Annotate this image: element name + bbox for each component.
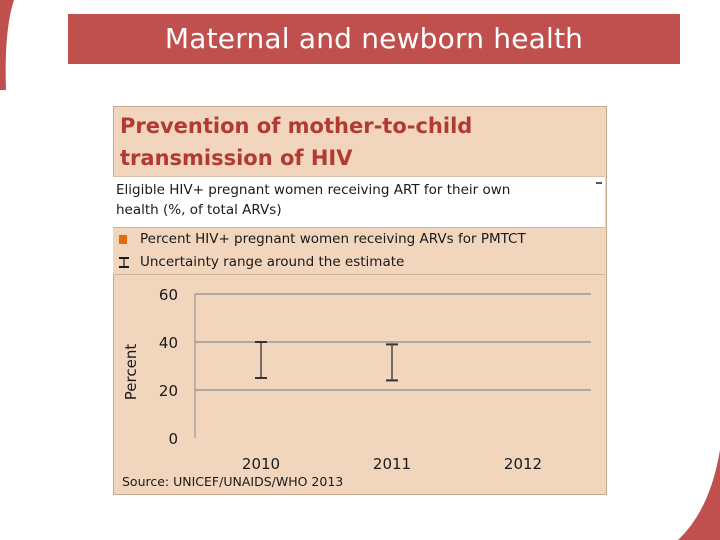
chart-title: Prevention of mother-to-child transmissi… bbox=[120, 114, 473, 170]
chart-plot: 0 20 40 60 Percent 2010 2011 2012 bbox=[122, 286, 591, 473]
y-axis-label: Percent bbox=[122, 344, 140, 401]
y-tick-label-0: 0 bbox=[168, 430, 178, 448]
error-bar-icon bbox=[119, 257, 129, 268]
subtitle-dash bbox=[596, 182, 602, 184]
x-tick-label-0: 2010 bbox=[242, 455, 280, 473]
slide-title: Maternal and newborn health bbox=[68, 14, 680, 64]
chart-subtitle: Eligible HIV+ pregnant women receiving A… bbox=[116, 182, 511, 218]
y-tick-label-3: 60 bbox=[159, 286, 178, 304]
legend-label-uncertainty: Uncertainty range around the estimate bbox=[140, 254, 405, 270]
y-tick-label-1: 20 bbox=[159, 382, 178, 400]
legend-label-series: Percent HIV+ pregnant women receiving AR… bbox=[140, 231, 526, 247]
decorative-swoosh-right bbox=[678, 450, 720, 540]
chart-legend: Percent HIV+ pregnant women receiving AR… bbox=[113, 227, 605, 275]
decorative-swoosh-left bbox=[0, 0, 14, 90]
chart-subtitle-box bbox=[113, 176, 605, 228]
x-tick-label-1: 2011 bbox=[373, 455, 411, 473]
legend-swatch-series bbox=[119, 235, 127, 244]
chart-source: Source: UNICEF/UNAIDS/WHO 2013 bbox=[122, 474, 344, 489]
y-tick-label-2: 40 bbox=[159, 334, 178, 352]
x-tick-label-2: 2012 bbox=[504, 455, 542, 473]
